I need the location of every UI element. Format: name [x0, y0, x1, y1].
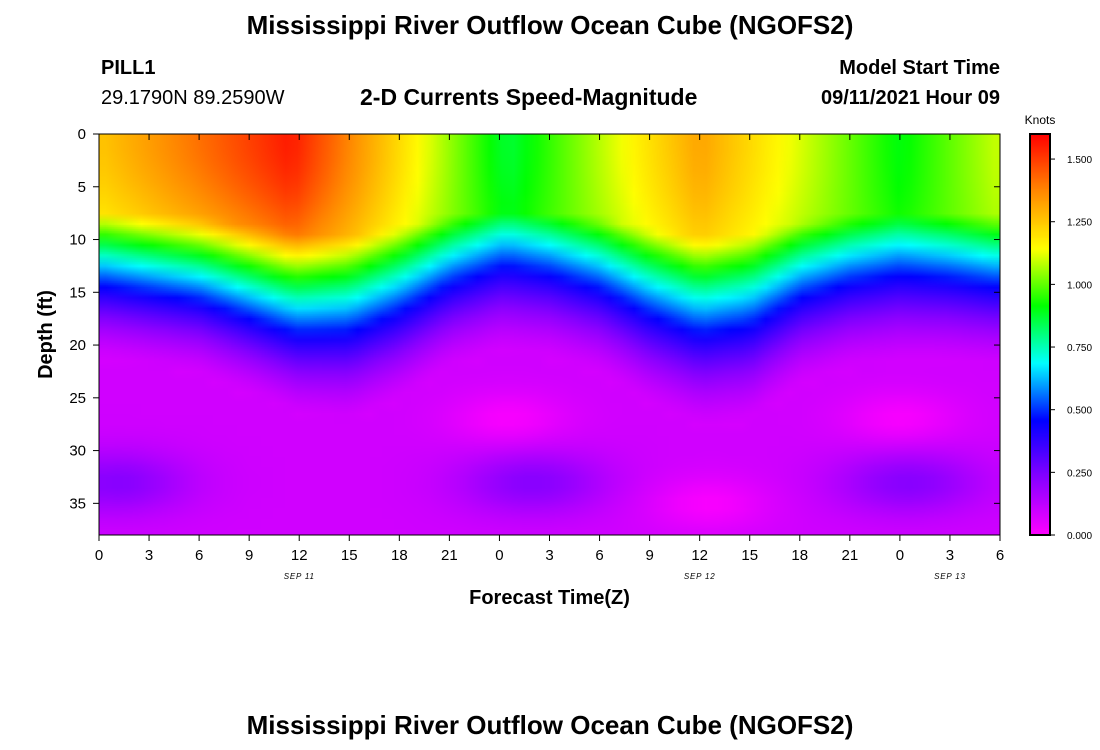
- x-tick-label: 12: [691, 547, 708, 564]
- y-tick-label: 25: [69, 390, 86, 407]
- colorbar-tick-label: 0.750: [1067, 343, 1092, 354]
- colorbar-gradient: [1030, 134, 1050, 535]
- chart-title: 2-D Currents Speed-Magnitude: [360, 84, 698, 110]
- heatmap-chart: 0 3 6 9 12 15 18 21 0 3 6 9 12 15 18 21 0 3 6 0 5 10 15 20 25 30…: [35, 113, 1092, 609]
- y-tick-label: 20: [69, 337, 86, 354]
- y-axis: 0 5 10 15 20 25 30 35: [69, 126, 1000, 512]
- x-tick-label: 15: [341, 547, 358, 564]
- model-start-time: 09/11/2021 Hour 09: [820, 87, 1000, 109]
- x-tick-label: 6: [195, 547, 203, 564]
- date-label: SEP 13: [934, 572, 966, 581]
- y-tick-label: 30: [69, 443, 86, 460]
- colorbar-tick-label: 0.250: [1067, 468, 1092, 479]
- x-tick-label: 21: [441, 547, 458, 564]
- date-label: SEP 12: [684, 572, 716, 581]
- date-label: SEP 11: [284, 572, 315, 581]
- x-tick-label: 18: [791, 547, 808, 564]
- x-axis-label: Forecast Time(Z): [469, 587, 630, 609]
- footer-title: Mississippi River Outflow Ocean Cube (NG…: [246, 710, 854, 740]
- page-title: Mississippi River Outflow Ocean Cube (NG…: [246, 10, 854, 40]
- x-tick-label: 21: [841, 547, 858, 564]
- colorbar-label: Knots: [1025, 113, 1056, 127]
- colorbar-tick-label: 0.000: [1067, 531, 1092, 542]
- model-start-label: Model Start Time: [839, 57, 1000, 79]
- y-tick-label: 35: [69, 495, 86, 512]
- x-tick-label: 3: [545, 547, 553, 564]
- colorbar-tick-label: 1.250: [1067, 218, 1092, 229]
- colorbar-tick-label: 1.000: [1067, 280, 1092, 291]
- x-tick-label: 3: [145, 547, 153, 564]
- y-tick-label: 5: [78, 179, 86, 196]
- x-tick-label: 3: [946, 547, 954, 564]
- x-tick-label: 12: [291, 547, 308, 564]
- x-tick-label: 9: [645, 547, 653, 564]
- x-tick-label: 15: [741, 547, 758, 564]
- x-tick-label: 6: [996, 547, 1004, 564]
- x-tick-label: 0: [495, 547, 503, 564]
- y-axis-label: Depth (ft): [35, 290, 57, 379]
- x-tick-label: 18: [391, 547, 408, 564]
- y-tick-label: 10: [69, 232, 86, 249]
- colorbar-tick-label: 1.500: [1067, 155, 1092, 166]
- colorbar-frame: [1029, 133, 1051, 536]
- x-tick-label: 9: [245, 547, 253, 564]
- station-coordinates: 29.1790N 89.2590W: [101, 87, 285, 109]
- y-tick-label: 15: [69, 284, 86, 301]
- x-axis: 0 3 6 9 12 15 18 21 0 3 6 9 12 15 18 21 0 3 6: [95, 134, 1004, 564]
- x-tick-label: 0: [95, 547, 103, 564]
- x-tick-label: 6: [595, 547, 603, 564]
- date-labels: SEP 11 SEP 12 SEP 13: [284, 572, 966, 581]
- colorbar-ticks: 0.000 0.250 0.500 0.750 1.000 1.250 1.500: [1050, 155, 1092, 542]
- heatmap-image: [99, 134, 1000, 535]
- y-tick-label: 0: [78, 126, 86, 143]
- x-tick-label: 0: [896, 547, 904, 564]
- station-id: PILL1: [101, 57, 156, 79]
- colorbar-tick-label: 0.500: [1067, 406, 1092, 417]
